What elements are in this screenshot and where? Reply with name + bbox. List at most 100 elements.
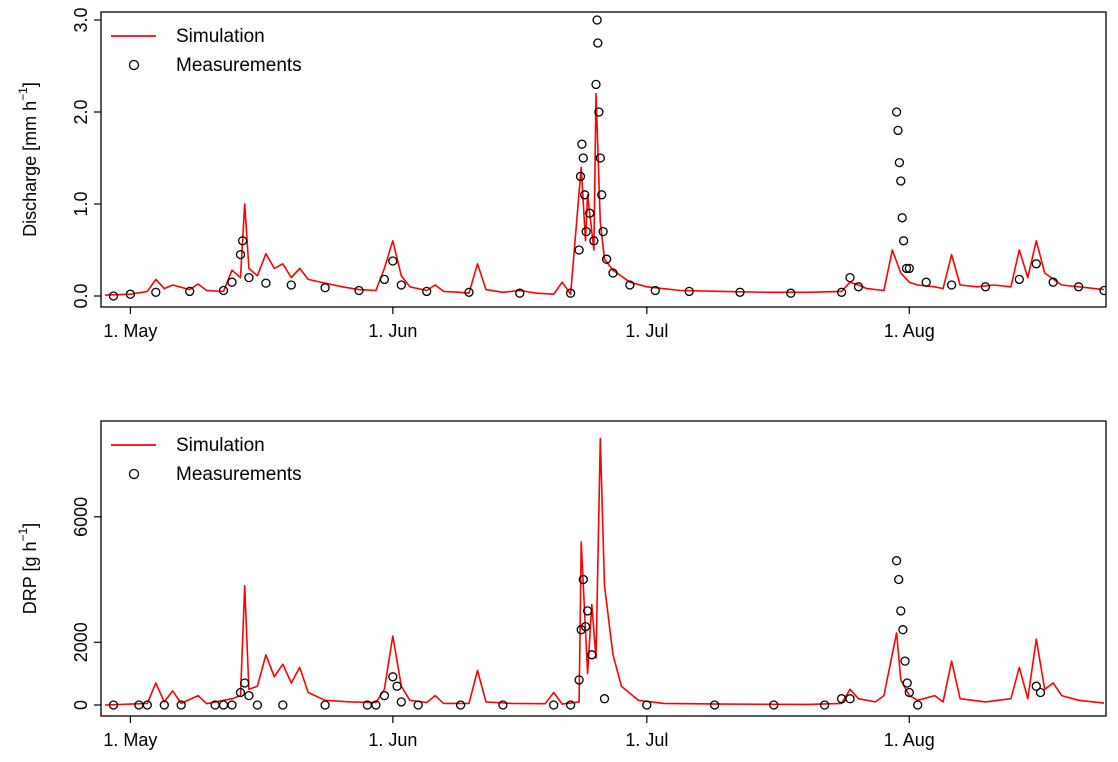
series-group bbox=[104, 15, 1106, 301]
measurement-point bbox=[894, 574, 904, 585]
measurement-point bbox=[237, 236, 248, 246]
measurement-point bbox=[581, 226, 591, 237]
legend-simulation-label: Simulation bbox=[176, 26, 265, 47]
measurement-point bbox=[592, 15, 602, 25]
x-tick-label: 1. Jun bbox=[368, 321, 417, 341]
measurement-point bbox=[845, 272, 855, 283]
measurement-point bbox=[594, 107, 604, 117]
y-axis-title-end: ] bbox=[20, 523, 40, 528]
y-tick-label: 2.0 bbox=[71, 99, 91, 124]
plot-frame bbox=[100, 420, 1107, 717]
measurement-point bbox=[598, 226, 608, 237]
measurement-point bbox=[900, 656, 910, 666]
x-tick-label: 1. May bbox=[103, 321, 157, 341]
legend: Simulation Measurements bbox=[111, 26, 302, 76]
measurement-point bbox=[286, 280, 296, 290]
y-axis-title-main: Discharge [mm h bbox=[20, 101, 40, 237]
y-axis-title-superscript: −1 bbox=[16, 527, 30, 541]
measurement-point bbox=[589, 236, 599, 246]
x-tick-label: 1. Aug bbox=[884, 321, 935, 341]
measurement-point bbox=[464, 287, 474, 297]
chart-panel-2: 1. May 1. Jun 1. Jul 1. Aug 0 2000 6000 DRP [g … bbox=[16, 420, 1107, 750]
measurement-point bbox=[134, 700, 144, 710]
y-tick-label: 1.0 bbox=[71, 191, 91, 216]
measurement-point bbox=[227, 700, 237, 710]
y-axis-title: Discharge [mm h−1] bbox=[16, 82, 40, 237]
measurement-point bbox=[921, 277, 931, 287]
measurement-point bbox=[498, 700, 508, 710]
measurement-point bbox=[582, 606, 593, 616]
measurement-point bbox=[898, 625, 908, 635]
measurement-point bbox=[578, 574, 588, 585]
measurement-point bbox=[786, 288, 796, 298]
y-tick-label: 0 bbox=[71, 700, 91, 710]
measurement-point bbox=[379, 690, 390, 701]
measurement-point bbox=[455, 700, 466, 710]
measurement-point bbox=[108, 700, 119, 710]
measurement-point bbox=[819, 700, 830, 710]
measurement-point bbox=[235, 249, 246, 260]
measurement-point bbox=[580, 621, 591, 632]
measurement-point bbox=[515, 288, 525, 298]
measurement-point bbox=[218, 285, 229, 296]
x-tick-label: 1. Jul bbox=[625, 730, 668, 750]
legend-measurements-swatch bbox=[128, 59, 140, 71]
measurement-point bbox=[601, 254, 612, 264]
legend-measurements-label: Measurements bbox=[176, 55, 302, 76]
measurement-point bbox=[1031, 681, 1041, 691]
measurement-point bbox=[577, 139, 587, 149]
measurement-point bbox=[388, 672, 398, 682]
measurement-point bbox=[574, 675, 584, 685]
y-axis-title-end: ] bbox=[20, 82, 40, 87]
measurement-point bbox=[1035, 687, 1046, 698]
legend: Simulation Measurements bbox=[111, 435, 302, 485]
simulation-line bbox=[104, 437, 1105, 706]
measurement-point bbox=[891, 107, 902, 117]
series-group bbox=[104, 437, 1105, 710]
y-tick-label: 0.0 bbox=[71, 283, 91, 308]
measurement-point bbox=[371, 700, 381, 710]
measurement-point bbox=[1014, 274, 1024, 285]
measurement-point bbox=[1073, 282, 1084, 292]
measurement-point bbox=[735, 287, 745, 297]
measurement-point bbox=[896, 606, 906, 616]
x-tick-label: 1. May bbox=[103, 730, 157, 750]
measurement-point bbox=[1048, 277, 1058, 287]
measurement-point bbox=[1031, 259, 1041, 269]
measurement-point bbox=[625, 280, 635, 290]
measurement-point bbox=[565, 288, 576, 298]
measurement-point bbox=[235, 687, 246, 698]
measurement-point bbox=[252, 700, 263, 710]
measurement-point bbox=[650, 285, 660, 296]
measurement-point bbox=[597, 190, 607, 200]
measurement-point bbox=[396, 697, 406, 707]
measurement-point bbox=[578, 153, 588, 163]
measurement-point bbox=[595, 153, 605, 163]
y-tick-label: 6000 bbox=[71, 497, 91, 537]
measurement-point bbox=[108, 291, 119, 301]
measurement-point bbox=[587, 650, 597, 660]
measurement-point bbox=[392, 681, 402, 691]
measurement-point bbox=[278, 700, 288, 710]
measurement-point bbox=[176, 700, 186, 710]
measurement-point bbox=[980, 282, 991, 292]
measurement-point bbox=[354, 285, 364, 296]
y-tick-label: 2000 bbox=[71, 622, 91, 662]
measurement-point bbox=[902, 678, 912, 688]
measurement-point bbox=[599, 694, 610, 704]
measurement-point bbox=[896, 176, 906, 186]
measurement-point bbox=[396, 280, 406, 290]
measurement-point bbox=[422, 286, 432, 297]
measurement-point bbox=[904, 687, 914, 698]
measurement-point bbox=[946, 280, 957, 290]
measurement-point bbox=[565, 700, 576, 710]
measurement-point bbox=[913, 700, 923, 710]
measurement-point bbox=[893, 125, 903, 136]
simulation-line bbox=[104, 92, 1105, 296]
measurement-point bbox=[1099, 285, 1106, 296]
measurement-point bbox=[320, 283, 330, 293]
measurement-point bbox=[244, 272, 254, 283]
measurement-point bbox=[574, 245, 584, 255]
measurement-point bbox=[185, 286, 195, 297]
measurement-point bbox=[608, 268, 618, 278]
